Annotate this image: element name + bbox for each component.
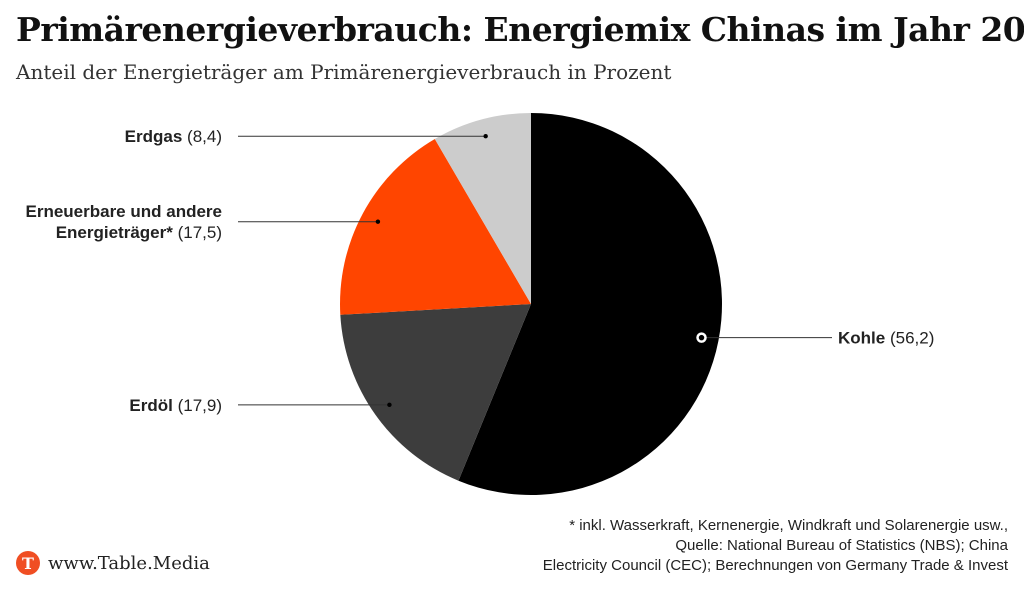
leader-marker bbox=[696, 332, 707, 343]
table-media-logo-icon: T bbox=[16, 551, 40, 575]
slice-label-erneuerbare-und-andere-energieträger: Erneuerbare und andere Energieträger* (17… bbox=[25, 202, 222, 242]
source-footnote: * inkl. Wasserkraft, Kernenergie, Windkr… bbox=[543, 516, 1008, 576]
brand-logo: T www.Table.Media bbox=[16, 551, 210, 575]
leader-marker bbox=[483, 134, 488, 139]
slice-label-erdgas: Erdgas (8,4) bbox=[125, 127, 222, 146]
chart-title: Primärenergieverbrauch: Energiemix China… bbox=[16, 10, 1024, 49]
leader-marker bbox=[375, 219, 381, 224]
pie-slice-kohle bbox=[458, 113, 722, 495]
slice-label-erdöl: Erdöl (17,9) bbox=[129, 396, 222, 415]
pie-labels: Kohle (56,2) Erdöl (17,9) Erneuerbare und … bbox=[25, 127, 934, 415]
leader-marker bbox=[387, 402, 392, 408]
pie-slice-erdgas bbox=[434, 113, 531, 304]
slice-label-kohle: Kohle (56,2) bbox=[838, 329, 934, 348]
brand-name: www.Table.Media bbox=[48, 552, 210, 574]
footnote-line: Quelle: National Bureau of Statistics (N… bbox=[675, 537, 1008, 554]
pie-slice-erneuerbare-und-andere-energieträger bbox=[340, 138, 531, 315]
pie-slice-erdöl bbox=[340, 304, 531, 481]
footnote-line: * inkl. Wasserkraft, Kernenergie, Windkr… bbox=[569, 517, 1008, 534]
pie-slices bbox=[340, 113, 722, 495]
footnote-line: Electricity Council (CEC); Berechnungen … bbox=[542, 557, 1008, 574]
chart-subtitle: Anteil der Energieträger am Primärenergi… bbox=[16, 60, 672, 84]
